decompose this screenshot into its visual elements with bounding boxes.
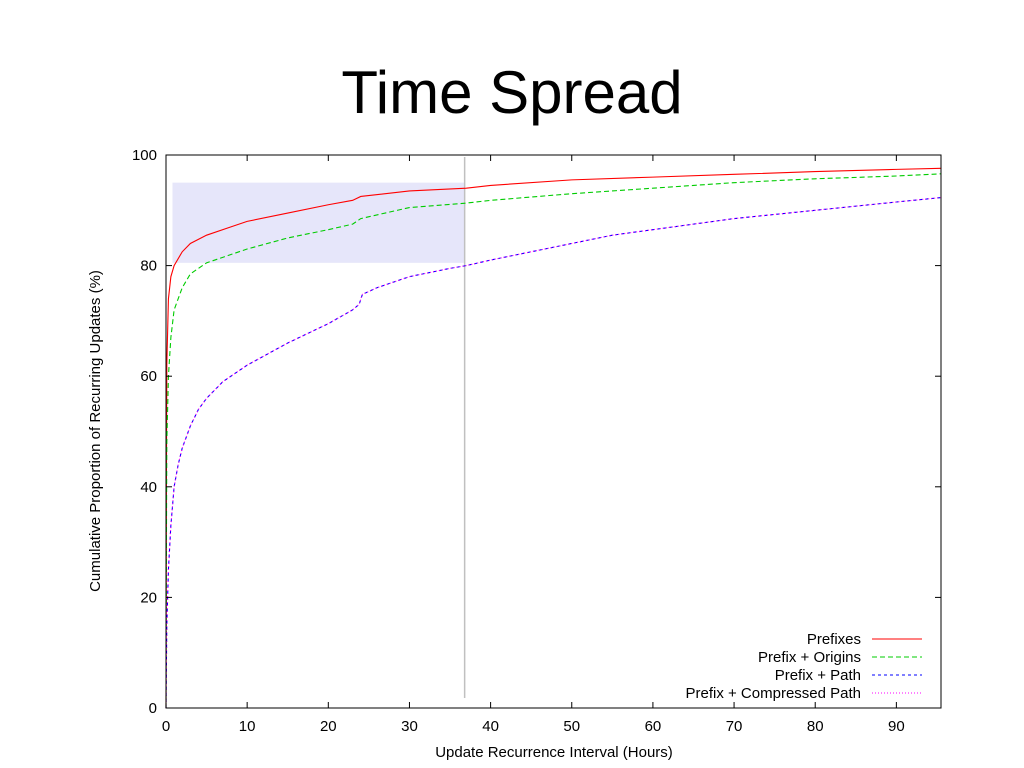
x-tick-label: 50 [563,718,580,735]
legend-label: Prefix + Compressed Path [686,685,862,702]
series-line-prefix-origins [165,173,942,709]
highlight-region [172,182,465,263]
y-tick-label: 60 [140,368,157,385]
y-tick-label: 80 [140,258,157,275]
legend-label: Prefix + Origins [758,649,861,666]
x-tick-label: 30 [401,718,418,735]
x-tick-label: 60 [645,718,662,735]
x-tick-label: 80 [807,718,824,735]
x-tick-label: 10 [239,718,256,735]
legend-label: Prefixes [807,631,861,648]
y-axis-label: Cumulative Proportion of Recurring Updat… [87,270,104,592]
x-tick-label: 70 [726,718,743,735]
x-tick-label: 90 [888,718,905,735]
y-tick-label: 20 [140,589,157,606]
legend-label: Prefix + Path [775,667,861,684]
series-line-prefix-path [165,197,942,709]
y-tick-label: 0 [149,700,157,717]
x-axis-ticks: 0 10 20 30 40 50 60 70 80 90 [162,155,905,735]
y-tick-label: 100 [132,147,157,164]
y-tick-label: 40 [140,479,157,496]
series-lines [165,167,942,709]
x-axis-label: Update Recurrence Interval (Hours) [435,744,673,761]
highlight-rect [172,182,465,263]
series-line-prefixes [165,167,942,709]
plot-frame [165,154,942,709]
slide-title: Time Spread [341,59,683,126]
series-line-prefix-compressed-path [165,197,942,709]
x-tick-label: 40 [482,718,499,735]
x-tick-label: 20 [320,718,337,735]
y-axis-ticks: 0 20 40 60 80 100 [132,147,941,717]
x-tick-label: 0 [162,718,170,735]
